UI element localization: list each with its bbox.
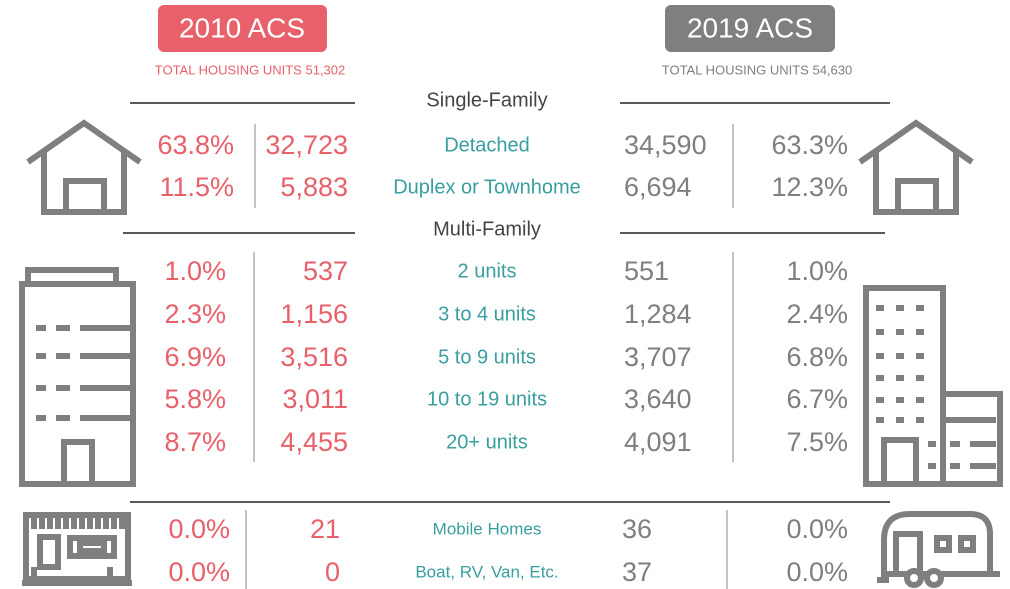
units-2010: 537 (303, 256, 348, 286)
units-2019: 37 (622, 557, 652, 587)
units-2010: 21 (310, 514, 340, 544)
row-label: 10 to 19 units (427, 388, 547, 410)
units-2019: 36 (622, 514, 652, 544)
pct-2019: 0.0% (786, 557, 848, 587)
pct-2010: 11.5% (159, 172, 234, 202)
row-label: 3 to 4 units (438, 303, 536, 325)
units-2010: 3,516 (280, 342, 348, 372)
building-icon (863, 285, 1003, 487)
subtitle-2019: TOTAL HOUSING UNITS 54,630 (662, 62, 852, 77)
subtitle-2010: TOTAL HOUSING UNITS 51,302 (155, 62, 345, 77)
trailer-icon (877, 511, 1000, 588)
units-2010: 0 (325, 557, 340, 587)
units-2010: 32,723 (265, 130, 348, 160)
row-label: 5 to 9 units (438, 346, 536, 368)
row-label: Detached (444, 134, 530, 156)
badge-2010 (158, 5, 327, 52)
row-label: Boat, RV, Van, Etc. (415, 562, 558, 581)
units-2010: 5,883 (280, 172, 348, 202)
units-2019: 6,694 (624, 172, 692, 202)
pct-2019: 63.3% (771, 130, 848, 160)
units-2010: 3,011 (282, 384, 348, 414)
badge-2019 (665, 5, 835, 52)
pct-2010: 5.8% (164, 384, 226, 414)
house-icon (858, 119, 974, 215)
row-label: 2 units (458, 260, 517, 282)
units-2019: 1,284 (624, 299, 692, 329)
units-2019: 4,091 (624, 427, 692, 457)
pct-2019: 12.3% (771, 172, 848, 202)
pct-2010: 2.3% (164, 299, 226, 329)
units-2019: 3,707 (624, 342, 692, 372)
pct-2019: 6.8% (786, 342, 848, 372)
pct-2010: 63.8% (157, 130, 234, 160)
row-label: 20+ units (446, 431, 528, 453)
section-title: Single-Family (426, 89, 547, 111)
pct-2019: 0.0% (786, 514, 848, 544)
section-title: Multi-Family (433, 218, 541, 240)
pct-2010: 0.0% (168, 514, 230, 544)
units-2019: 34,590 (624, 130, 707, 160)
units-2010: 1,156 (280, 299, 348, 329)
house-icon (26, 119, 142, 215)
mobile-home-icon (22, 512, 132, 586)
row-label: Duplex or Townhome (393, 176, 581, 198)
pct-2019: 6.7% (786, 384, 848, 414)
pct-2010: 1.0% (164, 256, 226, 286)
pct-2010: 8.7% (164, 427, 226, 457)
row-label: Mobile Homes (433, 519, 542, 538)
pct-2010: 6.9% (164, 342, 226, 372)
pct-2010: 0.0% (168, 557, 230, 587)
badge-2010-text: 2010 ACS (179, 12, 305, 43)
pct-2019: 7.5% (786, 427, 848, 457)
pct-2019: 2.4% (786, 299, 848, 329)
units-2019: 551 (624, 256, 669, 286)
pct-2019: 1.0% (786, 256, 848, 286)
units-2010: 4,455 (280, 427, 348, 457)
badge-2019-text: 2019 ACS (687, 12, 813, 43)
building-icon (19, 267, 136, 487)
units-2019: 3,640 (624, 384, 692, 414)
